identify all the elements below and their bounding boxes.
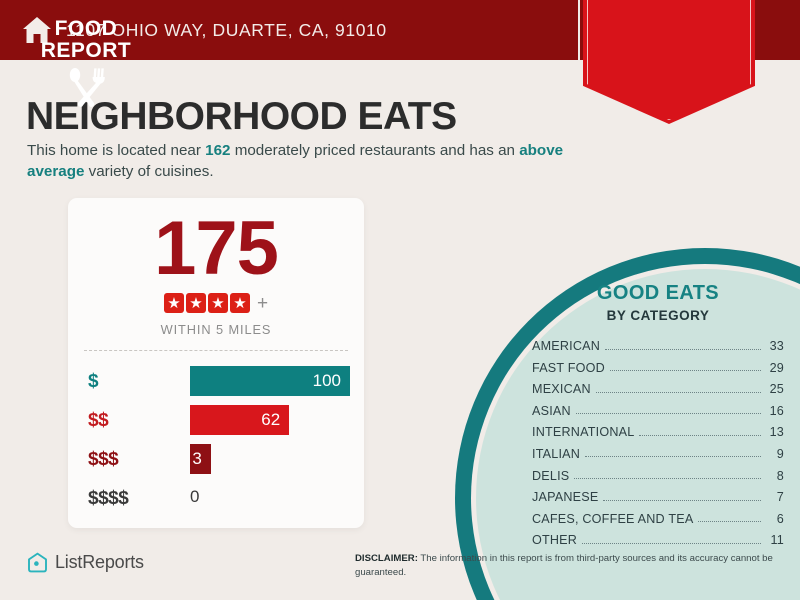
price-level-bar-chart: $100 $$ 62 $$$ 3 $$$$ 0 bbox=[68, 366, 364, 522]
price-level-value: 0 bbox=[190, 487, 200, 506]
category-row: OTHER 11 bbox=[532, 533, 784, 547]
star-icon: ★ bbox=[163, 293, 184, 313]
category-row: JAPANESE 7 bbox=[532, 490, 784, 504]
star-glyph: ★ bbox=[189, 294, 203, 312]
category-count: 7 bbox=[776, 490, 784, 505]
subtitle-restaurant-count: 162 bbox=[205, 142, 231, 159]
price-level-label: $$$ bbox=[88, 449, 119, 470]
page-subtitle: This home is located near 162 moderately… bbox=[27, 141, 567, 183]
category-count: 25 bbox=[769, 382, 784, 397]
dot-leader bbox=[582, 542, 761, 544]
badge-separator bbox=[578, 0, 580, 60]
price-level-label: $ bbox=[88, 371, 99, 392]
category-name: JAPANESE bbox=[532, 490, 599, 505]
category-row: ASIAN 16 bbox=[532, 404, 784, 418]
page-title: NEIGHBORHOOD EATS bbox=[26, 95, 457, 138]
star-icon: ★ bbox=[229, 293, 250, 313]
star-icon: ★ bbox=[185, 293, 206, 313]
subtitle-part3: variety of cuisines. bbox=[84, 162, 214, 180]
dot-leader bbox=[698, 521, 761, 523]
category-count: 33 bbox=[769, 339, 784, 353]
disclaimer-text: The information in this report is from t… bbox=[355, 553, 773, 578]
stat-card: 175 ★ ★ ★ ★ + WITHIN 5 MILES $100 $$ 62 $$$ 3 $$$… bbox=[68, 198, 364, 528]
price-level-bar: 100 bbox=[190, 366, 350, 396]
price-level-row: $$$$ 0 bbox=[68, 483, 364, 517]
star-plus-sign: + bbox=[256, 292, 269, 314]
category-name: AMERICAN bbox=[532, 339, 601, 353]
listreports-logo: ListReports bbox=[27, 552, 144, 573]
star-glyph: ★ bbox=[211, 294, 225, 312]
header-address: 1107 OHIO WAY, DUARTE, CA, 91010 bbox=[66, 19, 387, 40]
dot-leader bbox=[585, 456, 761, 458]
category-count: 16 bbox=[769, 403, 784, 418]
dot-leader bbox=[639, 434, 761, 436]
price-level-bar: 3 bbox=[190, 444, 211, 474]
good-eats-title: GOOD EATS bbox=[596, 282, 720, 304]
price-level-bar-track: 100 bbox=[190, 366, 350, 396]
dot-leader bbox=[595, 391, 761, 393]
good-eats-subtitle: BY CATEGORY bbox=[606, 308, 710, 323]
subtitle-part1: This home is located near bbox=[27, 142, 206, 159]
price-level-row: $100 bbox=[68, 366, 364, 400]
category-row: INTERNATIONAL 13 bbox=[532, 425, 784, 439]
badge-inner-border bbox=[587, 0, 751, 120]
category-row: FAST FOOD 29 bbox=[532, 361, 784, 375]
badge-title: FOOD REPORT bbox=[0, 17, 172, 63]
category-name: ASIAN bbox=[532, 403, 571, 418]
category-count: 13 bbox=[769, 425, 784, 440]
within-radius-label: WITHIN 5 MILES bbox=[160, 322, 272, 337]
price-level-bar-track: 62 bbox=[190, 405, 350, 435]
category-count: 6 bbox=[776, 511, 784, 526]
home-icon bbox=[22, 16, 52, 44]
subtitle-variety-rating: above average bbox=[27, 142, 564, 180]
category-name: FAST FOOD bbox=[532, 360, 605, 375]
category-row: AMERICAN 33 bbox=[532, 339, 784, 353]
subtitle-part2: moderately priced restaurants and has an bbox=[230, 142, 520, 159]
price-level-label: $$$$ bbox=[88, 488, 129, 509]
dot-leader bbox=[603, 499, 761, 501]
dot-leader bbox=[574, 478, 761, 480]
category-name: INTERNATIONAL bbox=[532, 425, 635, 440]
category-row: ITALIAN 9 bbox=[532, 447, 784, 461]
category-list: AMERICAN 33 FAST FOOD 29 MEXICAN 25 ASIAN 16 INT… bbox=[532, 339, 784, 547]
listreports-wordmark: ListReports bbox=[55, 552, 144, 572]
spoon-fork-icon bbox=[61, 66, 111, 108]
category-name: DELIS bbox=[532, 468, 570, 483]
dot-leader bbox=[609, 370, 761, 372]
category-name: ITALIAN bbox=[532, 446, 581, 461]
category-count: 9 bbox=[776, 446, 784, 461]
price-level-row: $$$ 3 bbox=[68, 444, 364, 478]
category-name: CAFES, COFFEE AND TEA bbox=[532, 511, 694, 526]
dot-leader bbox=[575, 413, 761, 415]
category-count: 29 bbox=[769, 360, 784, 375]
disclaimer-label: DISCLAIMER: bbox=[355, 553, 418, 564]
category-name: MEXICAN bbox=[532, 382, 591, 397]
category-name: OTHER bbox=[532, 533, 578, 548]
price-level-label: $$ bbox=[88, 410, 109, 431]
badge-title-line2: REPORT bbox=[40, 39, 132, 63]
food-report-badge bbox=[583, 0, 755, 124]
price-level-bar-track: 3 bbox=[190, 444, 350, 474]
category-count: 8 bbox=[776, 468, 784, 483]
category-row: CAFES, COFFEE AND TEA 6 bbox=[532, 512, 784, 526]
badge-title-line1: FOOD bbox=[54, 17, 118, 40]
star-rating: ★ ★ ★ ★ + bbox=[68, 293, 364, 313]
category-count: 11 bbox=[770, 533, 784, 548]
disclaimer: DISCLAIMER: The information in this repo… bbox=[355, 552, 785, 579]
restaurant-count-total: 175 bbox=[154, 206, 279, 291]
category-row: DELIS 8 bbox=[532, 469, 784, 483]
category-row: MEXICAN 25 bbox=[532, 382, 784, 396]
star-glyph: ★ bbox=[233, 294, 247, 312]
card-divider bbox=[84, 350, 348, 351]
listreports-house-tag-icon bbox=[27, 552, 48, 573]
dot-leader bbox=[605, 348, 761, 350]
star-glyph: ★ bbox=[167, 294, 181, 312]
good-eats-panel: GOOD EATS BY CATEGORY AMERICAN 33 FAST FOO… bbox=[532, 282, 784, 555]
price-level-bar: 62 bbox=[190, 405, 290, 435]
star-icon: ★ bbox=[207, 293, 228, 313]
price-level-row: $$ 62 bbox=[68, 405, 364, 439]
